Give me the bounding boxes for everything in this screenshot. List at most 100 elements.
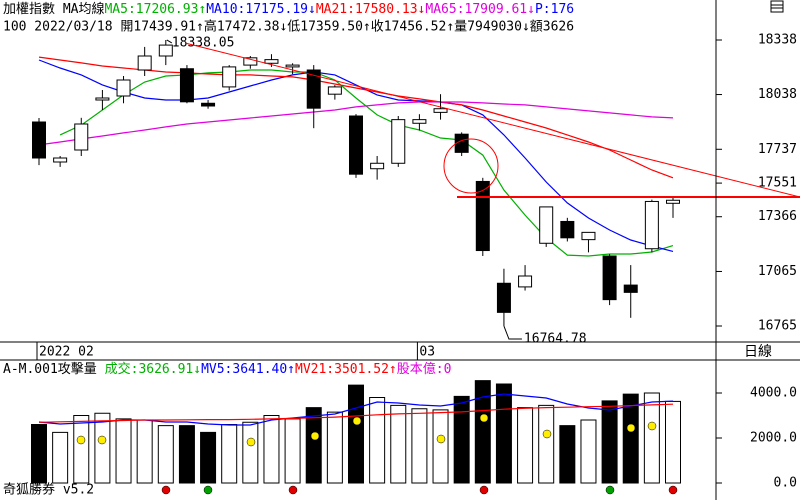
- yellow-dot: [352, 416, 362, 426]
- header-label: MA65:17909.61↓: [425, 2, 535, 17]
- volume-bar: [411, 408, 428, 484]
- candle-body: [518, 275, 533, 288]
- candle-body: [433, 108, 448, 113]
- ma-line: [38, 403, 674, 423]
- volume-bar: [390, 404, 407, 484]
- volume-bar: [601, 400, 618, 484]
- header-label: A-M.001攻擊量: [3, 361, 105, 377]
- volume-bar: [538, 404, 555, 484]
- y-tick-label: 17366: [758, 209, 797, 224]
- candle-body: [137, 55, 152, 71]
- volume-bar: [73, 415, 90, 484]
- volume-bar: [221, 424, 238, 484]
- candle-body: [623, 284, 638, 293]
- candle-body: [496, 282, 511, 313]
- candle-body: [32, 121, 46, 159]
- candle-body: [370, 162, 385, 170]
- candle-body: [116, 79, 131, 97]
- ma-header: 加權指數 MA均線MA5:17206.93↑MA10:17175.19↓MA21…: [3, 1, 574, 17]
- volume-bar: [115, 418, 132, 484]
- candle-body: [349, 115, 363, 175]
- volume-bar: [495, 383, 512, 484]
- yellow-dot: [246, 437, 256, 447]
- candle-body: [412, 119, 427, 124]
- volume-bar: [622, 393, 639, 484]
- volume-bar: [643, 392, 660, 484]
- green-signal: [605, 485, 615, 495]
- candle-body: [666, 199, 680, 204]
- header-label: MV5:3641.40↑: [201, 362, 295, 377]
- volume-bar: [136, 419, 153, 484]
- yellow-dot: [76, 435, 86, 445]
- volume-bar: [305, 407, 322, 484]
- drawing-overlay: [76, 42, 800, 495]
- candle-body: [306, 69, 321, 109]
- yellow-dot: [310, 431, 320, 441]
- red-signal: [668, 485, 678, 495]
- volume-bar: [453, 395, 470, 484]
- highlight-circle: [443, 138, 499, 194]
- volume-bar: [242, 421, 259, 484]
- annotation: 16764.78: [524, 332, 587, 347]
- candle-body: [158, 44, 173, 57]
- header-label: MA10:17175.19↓: [206, 2, 316, 17]
- quote-info: 100 2022/03/18 開17439.91↑高17472.38↓低1735…: [3, 19, 574, 35]
- window-icon[interactable]: [770, 0, 784, 13]
- period-label[interactable]: 日線: [744, 344, 772, 360]
- volume-bar: [326, 411, 343, 484]
- candle-body: [201, 102, 216, 107]
- header-label: 股本億:0: [397, 361, 452, 377]
- y-tick-label: 17737: [758, 142, 797, 157]
- red-signal: [288, 485, 298, 495]
- red-signal: [479, 485, 489, 495]
- candle-body: [644, 200, 659, 250]
- volume-bar: [517, 407, 534, 484]
- green-signal: [203, 485, 213, 495]
- ma-line: [38, 101, 674, 146]
- yellow-dot: [97, 435, 107, 445]
- yellow-dot: [626, 423, 636, 433]
- header-label: 加權指數 MA均線: [3, 1, 104, 17]
- volume-bar: [31, 424, 47, 484]
- volume-bar: [52, 431, 69, 484]
- date-label: 03: [419, 345, 435, 360]
- annotation-leader: [503, 325, 522, 340]
- volume-bar: [284, 418, 301, 484]
- candle-body: [264, 59, 279, 64]
- volume-bar: [474, 380, 491, 484]
- volume-bar: [369, 397, 386, 484]
- volume-bar: [200, 431, 217, 484]
- y-tick-label: 2000.0: [750, 431, 797, 446]
- candle-body: [602, 255, 617, 301]
- header-label: P:176: [535, 2, 574, 17]
- yellow-dot: [542, 429, 552, 439]
- volume-bar: [665, 400, 681, 484]
- candle-body: [285, 64, 300, 68]
- red-signal: [161, 485, 171, 495]
- volume-bar: [157, 425, 174, 484]
- trend-line: [184, 42, 800, 198]
- y-tick-label: 4000.0: [750, 386, 797, 401]
- annotation-leader: [166, 39, 173, 44]
- header-label: MV21:3501.52↑: [295, 362, 397, 377]
- header-label: 成交:3626.91↓: [105, 361, 201, 377]
- candle-body: [560, 220, 575, 239]
- y-tick-label: 17065: [758, 264, 797, 279]
- y-tick-label: 16765: [758, 319, 797, 334]
- volume-bar: [432, 409, 449, 484]
- volume-header: A-M.001攻擊量 成交:3626.91↓MV5:3641.40↑MV21:3…: [3, 361, 451, 377]
- y-tick-label: 17551: [758, 176, 797, 191]
- yellow-dot: [479, 413, 489, 423]
- brand-label: 奇狐勝券 v5.2: [3, 482, 94, 498]
- candle-body: [475, 180, 490, 252]
- signal-dots: [76, 413, 678, 495]
- annotation: 18338.05: [172, 35, 235, 50]
- volume-bar: [348, 384, 364, 484]
- yellow-dot: [647, 421, 657, 431]
- header-label: MA5:17206.93↑: [104, 2, 206, 17]
- volume-bar: [94, 412, 111, 484]
- candle-body: [327, 86, 342, 95]
- volume-bar: [580, 419, 597, 484]
